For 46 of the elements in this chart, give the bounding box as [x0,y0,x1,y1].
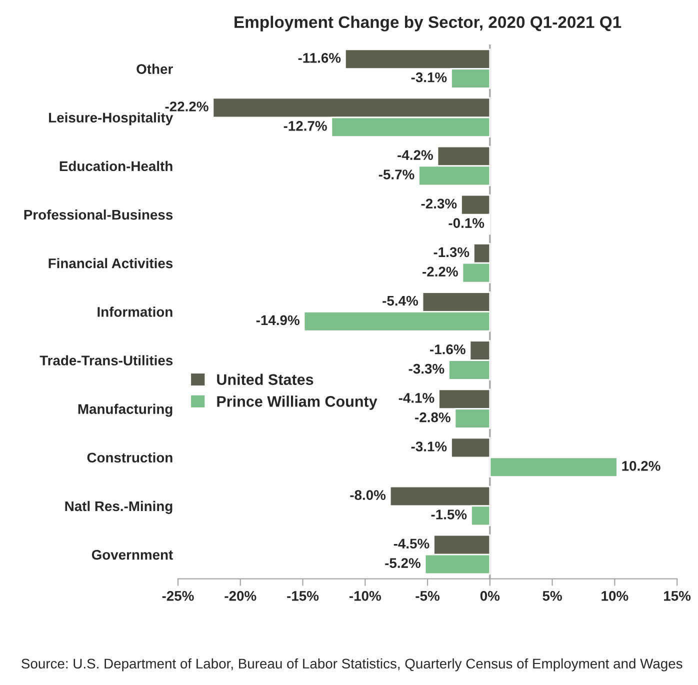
data-label: -5.2% [385,558,420,568]
y-tick-label: Financial Activities [48,258,173,268]
data-label: -5.7% [378,170,414,180]
y-tick-label: Information [98,306,172,317]
y-tick-label: Trade-Trans-Utilities [40,355,173,366]
data-label: -2.3% [421,198,457,209]
data-label: -4.2% [398,150,433,160]
x-tick-label: 15% [664,591,691,601]
y-tick-label: Leisure-Hospitality [49,112,174,126]
y-tick-label: Manufacturing [78,404,172,417]
y-tick-label: Professional-Business [24,209,173,220]
data-label: -5.4% [382,296,418,306]
x-tick-label: -20% [224,590,256,601]
x-tick-label: 5% [542,591,562,601]
data-label: -1.6% [430,344,466,354]
data-label: -1.5% [431,510,467,520]
data-label: -3.1% [411,442,447,452]
legend-label: Prince William County [217,396,378,410]
data-label: -12.7% [284,120,327,131]
x-tick-label: 10% [602,590,628,601]
source-note: Source: U.S. Department of Labor, Bureau of Labor Statistics, Quarterly Census of Employment and Wages [22,658,682,672]
y-tick-label: Natl Res.-Mining [65,500,172,514]
data-label: -22.2% [165,102,208,112]
data-label: -4.1% [398,393,434,403]
data-label: -11.6% [298,52,341,63]
x-tick-label: -25% [162,590,194,601]
y-tick-label: Education-Health [60,160,172,172]
x-tick-label: -10% [349,590,381,601]
data-label: -3.1% [411,72,447,82]
data-label: -0.1% [448,218,484,228]
data-label: -3.3% [408,364,444,374]
y-tick-label: Government [92,550,173,560]
y-tick-label: Other [136,64,173,74]
data-label: -2.8% [415,412,450,422]
data-label: -8.0% [350,490,386,500]
data-label: 10.2% [622,461,660,471]
x-tick-label: -5% [416,591,440,601]
data-label: -2.2% [422,266,458,277]
x-tick-label: -15% [287,591,319,601]
legend-label: United States [217,374,314,385]
y-tick-label: Construction [87,452,172,463]
data-label: -14.9% [256,315,300,326]
data-label: -4.5% [394,538,430,549]
x-tick-label: 0% [480,590,500,601]
chart-title: Employment Change by Sector, 2020 Q1-2021 Q1 [234,16,622,32]
data-label: -1.3% [434,247,470,258]
